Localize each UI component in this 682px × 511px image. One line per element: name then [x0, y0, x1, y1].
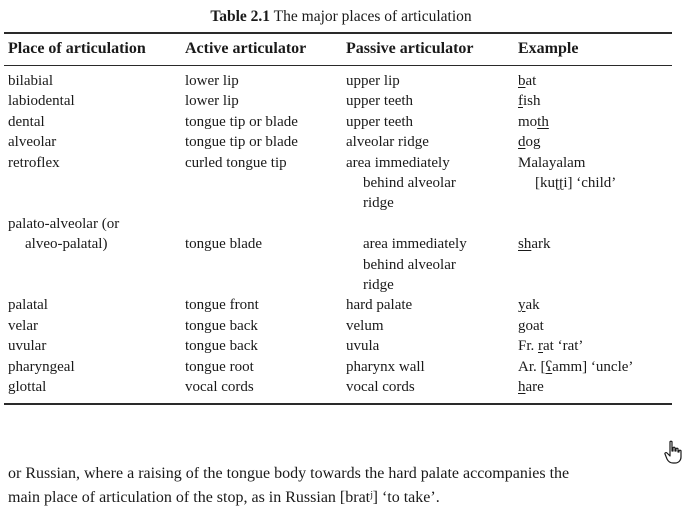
body-text-line-2: main place of articulation of the stop, …	[8, 489, 440, 506]
example-segment: at ‘rat’	[543, 338, 584, 355]
cell-example: Fr. rat ‘rat’	[518, 336, 583, 356]
cell-passive: uvula	[346, 338, 380, 355]
cell-place: retroflex	[8, 154, 60, 171]
cell-active: lower lip	[185, 93, 239, 110]
cell-passive: velum	[346, 317, 384, 334]
cell-place: velar	[8, 317, 38, 334]
cell-passive: upper teeth	[346, 93, 414, 110]
cell-place: palatal	[8, 297, 48, 314]
cell-passive: upper lip	[346, 73, 400, 89]
table-top-rule	[4, 32, 672, 34]
header-active: Active articulator	[185, 40, 307, 57]
cell-passive: ridge	[363, 277, 394, 293]
example-underlined-segment: b	[518, 73, 526, 89]
example-segment: og	[525, 134, 541, 151]
example-underlined-segment: sh	[518, 236, 532, 253]
cell-place: alveolar	[8, 134, 57, 151]
cell-place: labiodental	[8, 93, 75, 110]
cell-example: fish	[518, 91, 541, 111]
example-underlined-segment: f	[518, 93, 523, 110]
cell-place: dental	[8, 113, 45, 130]
cell-example: [kuʈʈi] ‘child’	[518, 173, 616, 193]
cell-example: goat	[518, 316, 544, 336]
cell-place: palato-alveolar (or	[8, 215, 120, 232]
cell-active: vocal cords	[185, 379, 254, 395]
cell-place: uvular	[8, 338, 47, 355]
cell-passive: behind alveolar	[363, 256, 456, 273]
cell-example: moth	[518, 112, 549, 132]
header-passive: Passive articulator	[346, 40, 474, 57]
example-segment: Ar. [	[518, 358, 546, 375]
cell-place: bilabial	[8, 73, 53, 89]
example-segment: Malayalam	[518, 154, 586, 171]
example-segment: i] ‘child’	[563, 175, 617, 191]
table-label: Table 2.1	[210, 8, 271, 25]
example-segment: ak	[525, 297, 540, 314]
example-underlined-segment: ʕ	[545, 358, 553, 375]
example-segment: ish	[523, 93, 541, 110]
example-segment: at	[525, 73, 537, 89]
table-header-rule	[4, 65, 672, 66]
cell-example: hare	[518, 377, 544, 397]
cell-passive: pharynx wall	[346, 358, 425, 375]
cell-active: lower lip	[185, 73, 239, 89]
cell-place: pharyngeal	[8, 358, 75, 375]
example-segment: [ku	[535, 175, 555, 191]
cell-passive: alveolar ridge	[346, 134, 429, 151]
cell-example: Ar. [ʕamm] ‘uncle’	[518, 357, 633, 377]
example-segment: oat	[525, 317, 544, 334]
table-bottom-rule	[4, 403, 672, 405]
cell-passive: area immediately	[346, 154, 450, 171]
cell-passive: vocal cords	[346, 379, 415, 395]
cell-passive: behind alveolar	[363, 175, 456, 191]
cell-passive: upper teeth	[346, 113, 414, 130]
table-title: The major places of articulation	[273, 8, 472, 25]
body-text-line-1: or Russian, where a raising of the tongu…	[8, 465, 570, 482]
example-segment: mo	[518, 113, 538, 130]
example-underlined-segment: d	[518, 134, 526, 151]
cell-active: tongue blade	[185, 236, 263, 253]
cell-example: bat	[518, 71, 536, 91]
example-underlined-segment: g	[518, 317, 526, 334]
cell-active: tongue front	[185, 297, 259, 314]
cell-place: glottal	[8, 379, 47, 395]
header-example: Example	[518, 40, 579, 57]
cell-active: tongue root	[185, 358, 254, 375]
cell-example: yak	[518, 295, 540, 315]
example-underlined-segment: h	[518, 379, 526, 395]
example-segment: are	[525, 379, 544, 395]
example-underlined-segment: y	[518, 297, 526, 314]
example-underlined-segment: th	[537, 113, 549, 130]
cell-example: dog	[518, 132, 541, 152]
cell-active: tongue tip or blade	[185, 134, 298, 151]
table-caption: Table 2.1 The major places of articulati…	[0, 8, 682, 26]
example-segment: amm] ‘uncle’	[552, 358, 634, 375]
cell-active: tongue back	[185, 338, 258, 355]
example-underlined-segment: ʈʈ	[555, 175, 564, 191]
cell-example: shark	[518, 234, 551, 254]
example-segment: Fr.	[518, 338, 539, 355]
header-place: Place of articulation	[8, 40, 146, 57]
hand-pointer-icon	[664, 440, 682, 464]
cell-active: tongue back	[185, 317, 258, 334]
cell-active: tongue tip or blade	[185, 113, 298, 130]
example-segment: ark	[531, 236, 551, 253]
example-underlined-segment: r	[538, 338, 544, 355]
cell-example: Malayalam	[518, 153, 585, 173]
cell-passive: hard palate	[346, 297, 413, 314]
cell-place: alveo-palatal)	[25, 236, 108, 253]
cell-passive: ridge	[363, 195, 394, 212]
cell-active: curled tongue tip	[185, 154, 287, 171]
cell-passive: area immediately	[363, 236, 467, 253]
